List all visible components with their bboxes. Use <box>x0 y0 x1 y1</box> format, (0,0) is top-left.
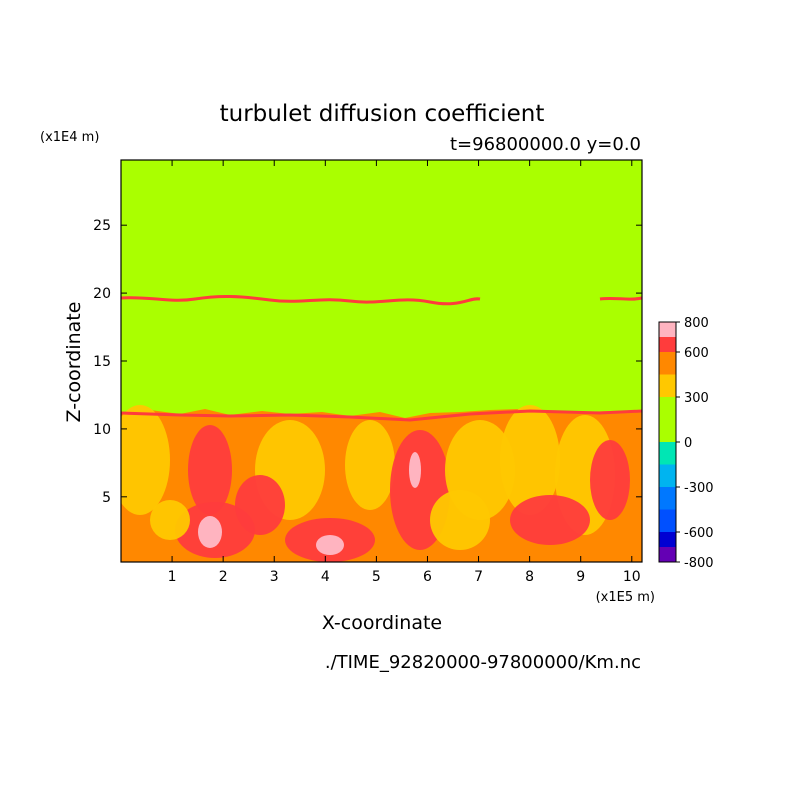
colorbar-bin <box>659 337 676 352</box>
eddy <box>121 405 170 515</box>
colorbar-bin <box>659 374 676 397</box>
eddy <box>235 475 285 535</box>
colorbar-label: 300 <box>684 391 709 406</box>
y-tick-label: 5 <box>102 490 111 506</box>
colorbar-bin <box>659 322 676 337</box>
y-unit-label: (x1E4 m) <box>40 130 99 145</box>
colorbar-bin <box>659 547 676 562</box>
plot-area <box>121 160 642 562</box>
eddy <box>510 495 590 545</box>
colorbar-label: 0 <box>684 436 692 451</box>
colorbar-bin <box>659 532 676 547</box>
x-tick-label: 2 <box>219 569 228 585</box>
colorbar-bin <box>659 442 676 465</box>
chart-subtitle: t=96800000.0 y=0.0 <box>450 134 641 155</box>
x-axis-title: X-coordinate <box>322 612 442 634</box>
colorbar-bin <box>659 509 676 532</box>
eddy <box>430 490 490 550</box>
eddy <box>345 420 395 510</box>
eddy-core <box>316 535 344 555</box>
eddy-core <box>409 452 421 488</box>
colorbar-bin <box>659 464 676 487</box>
x-tick-label: 4 <box>321 569 330 585</box>
colorbar-label: -800 <box>684 556 714 571</box>
y-tick-label: 25 <box>93 218 111 234</box>
colorbar-bin <box>659 487 676 510</box>
x-tick-label: 6 <box>423 569 432 585</box>
x-tick-label: 10 <box>623 569 641 585</box>
y-axis-title: Z-coordinate <box>63 302 85 423</box>
eddy <box>500 405 560 515</box>
x-tick-label: 5 <box>372 569 381 585</box>
colorbar-label: 600 <box>684 346 709 361</box>
y-tick-label: 10 <box>93 422 111 438</box>
y-tick-label: 15 <box>93 354 111 370</box>
x-tick-label: 9 <box>576 569 585 585</box>
colorbar-bin <box>659 397 676 442</box>
chart-title: turbulet diffusion coefficient <box>220 101 545 127</box>
upper-band <box>121 294 481 306</box>
colorbar-bin <box>659 352 676 375</box>
x-axis: 1 2 3 4 5 6 7 8 9 10 <box>168 160 641 585</box>
eddy <box>150 500 190 540</box>
x-tick-label: 1 <box>168 569 177 585</box>
eddy <box>590 440 630 520</box>
eddy <box>188 425 232 515</box>
colorbar-label: -600 <box>684 526 714 541</box>
x-tick-label: 7 <box>474 569 483 585</box>
x-unit-label: (x1E5 m) <box>596 590 655 605</box>
upper-band-right <box>599 296 642 301</box>
colorbar-label: -300 <box>684 481 714 496</box>
inversion-edge <box>121 409 642 422</box>
y-tick-label: 20 <box>93 286 111 302</box>
x-tick-label: 8 <box>525 569 534 585</box>
colorbar: 800 600 300 0 -300 -600 -800 <box>658 316 714 571</box>
y-axis: 5 10 15 20 25 <box>93 218 642 506</box>
file-label: ./TIME_92820000-97800000/Km.nc <box>325 652 641 673</box>
colorbar-label: 800 <box>684 316 709 331</box>
eddy-core <box>198 516 222 548</box>
x-tick-label: 3 <box>270 569 279 585</box>
